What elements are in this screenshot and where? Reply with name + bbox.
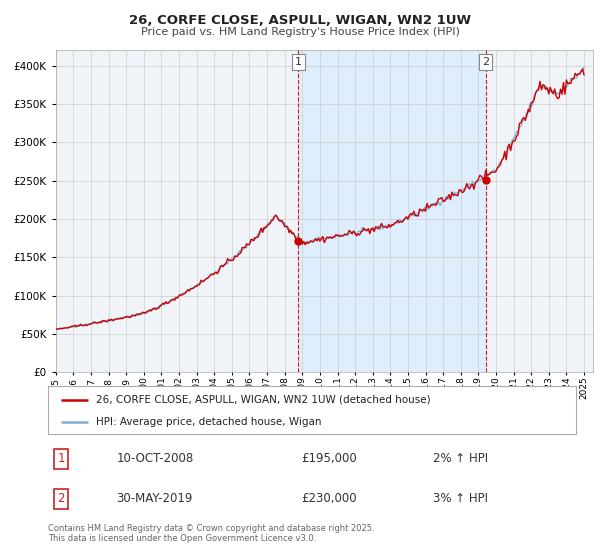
Text: 2% ↑ HPI: 2% ↑ HPI <box>433 452 488 465</box>
Text: 1: 1 <box>58 452 65 465</box>
Text: 10-OCT-2008: 10-OCT-2008 <box>116 452 194 465</box>
Text: 3% ↑ HPI: 3% ↑ HPI <box>433 492 488 506</box>
Text: Contains HM Land Registry data © Crown copyright and database right 2025.
This d: Contains HM Land Registry data © Crown c… <box>48 524 374 543</box>
Text: £195,000: £195,000 <box>301 452 357 465</box>
Text: £230,000: £230,000 <box>301 492 357 506</box>
Text: HPI: Average price, detached house, Wigan: HPI: Average price, detached house, Wiga… <box>95 417 321 427</box>
Bar <box>298 50 485 372</box>
Text: 26, CORFE CLOSE, ASPULL, WIGAN, WN2 1UW: 26, CORFE CLOSE, ASPULL, WIGAN, WN2 1UW <box>129 14 471 27</box>
Text: Price paid vs. HM Land Registry's House Price Index (HPI): Price paid vs. HM Land Registry's House … <box>140 27 460 37</box>
Text: 1: 1 <box>295 57 302 67</box>
Text: 30-MAY-2019: 30-MAY-2019 <box>116 492 193 506</box>
Text: 2: 2 <box>482 57 489 67</box>
Text: 2: 2 <box>58 492 65 506</box>
Text: 26, CORFE CLOSE, ASPULL, WIGAN, WN2 1UW (detached house): 26, CORFE CLOSE, ASPULL, WIGAN, WN2 1UW … <box>95 395 430 405</box>
